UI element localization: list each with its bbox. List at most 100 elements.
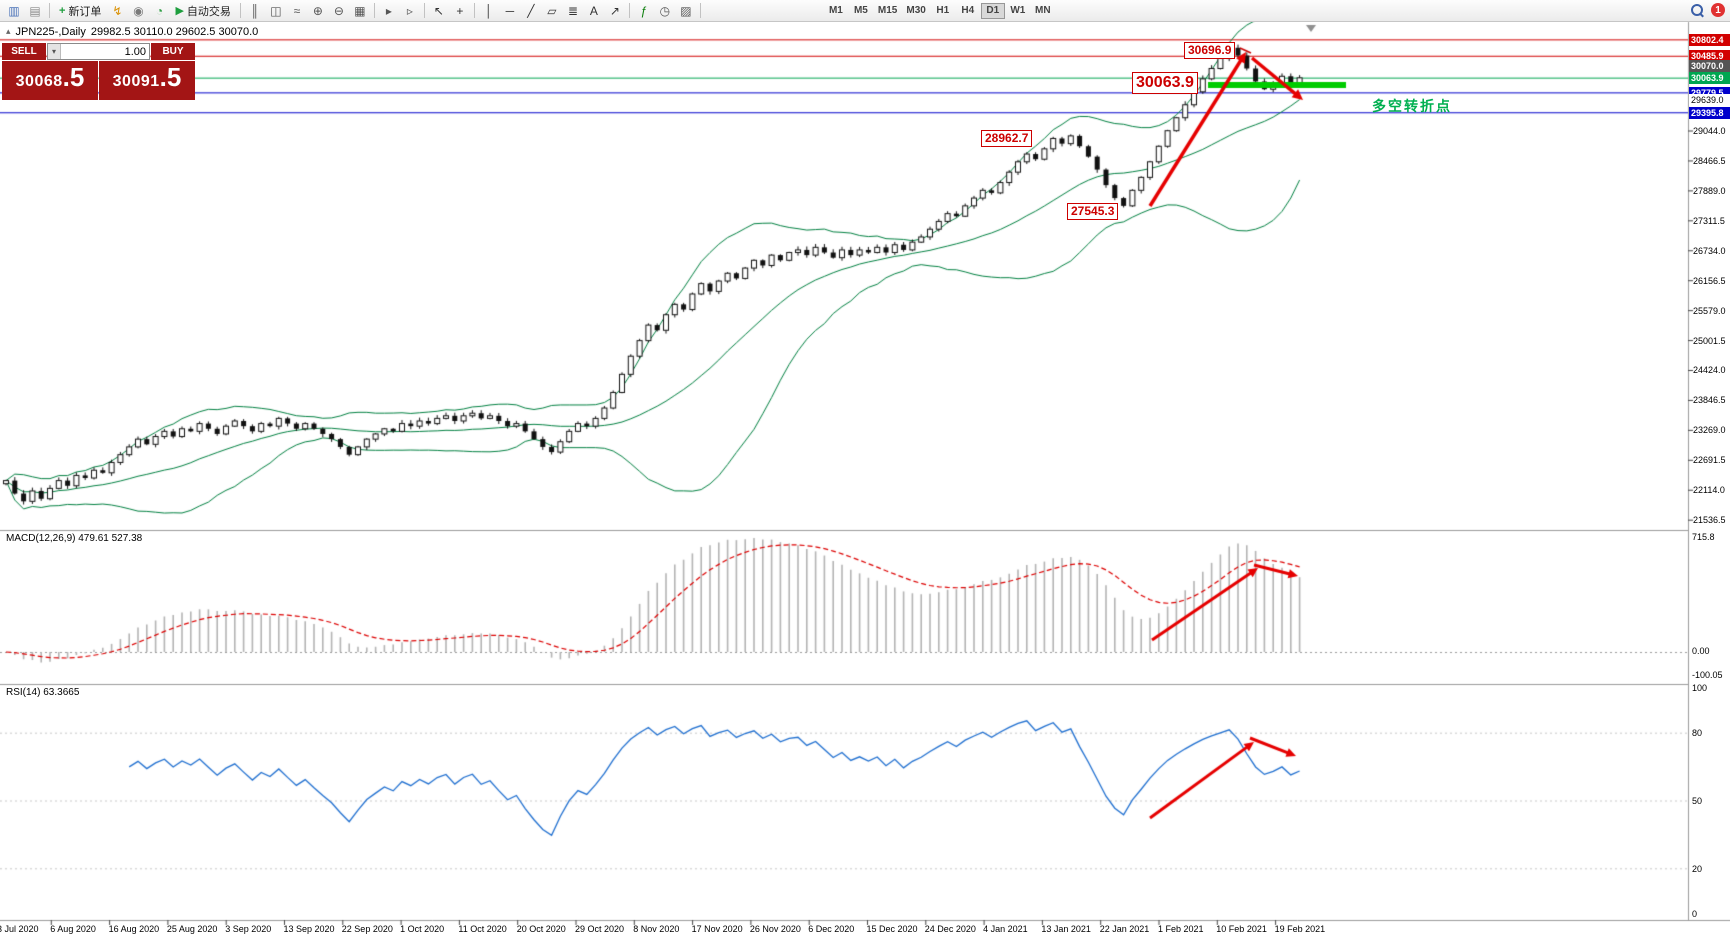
- date-label: 26 Nov 2020: [749, 924, 801, 934]
- expert-advisors-icon[interactable]: ↯: [112, 3, 123, 18]
- timeframe-m1-button[interactable]: M1: [828, 5, 843, 16]
- timeframe-toolbar: M1 M5 M15 M30 H1 H4 D1 W1 MN: [824, 2, 1055, 19]
- search-icon[interactable]: [1691, 3, 1704, 17]
- arrows-icon[interactable]: ↗: [609, 3, 620, 18]
- trade-panel-top-row: SELL ▾ BUY: [2, 43, 195, 60]
- date-label: 29 Oct 2020: [575, 924, 625, 934]
- annotation-pivot-price: 30063.9: [1132, 72, 1198, 94]
- one-click-trading-panel: SELL ▾ BUY 30068.5 30091.5: [2, 43, 195, 100]
- macd-scale-max: 715.8: [1692, 532, 1715, 542]
- price-tick-label: 25579.0: [1693, 305, 1726, 316]
- auto-trading-icon: ▶: [175, 5, 184, 17]
- macd-scale-zero: 0.00: [1692, 646, 1710, 656]
- sell-price-value: 30068: [15, 73, 63, 90]
- buy-button[interactable]: BUY: [151, 43, 195, 60]
- price-level-label-29639.0: 29639.0: [1689, 94, 1730, 107]
- text-icon[interactable]: A: [589, 3, 598, 18]
- date-label: 25 Aug 2020: [166, 924, 218, 934]
- sell-price-button[interactable]: 30068.5: [2, 61, 98, 100]
- price-tick-label: 28466.5: [1693, 155, 1726, 166]
- macd-scale-min: -100.05: [1692, 670, 1723, 680]
- price-tick-label: 27889.0: [1693, 185, 1726, 196]
- horizontal-line-icon[interactable]: ─: [505, 3, 515, 18]
- date-label: 3 Sep 2020: [225, 924, 272, 934]
- new-order-button[interactable]: + 新订单: [54, 2, 106, 20]
- periods-icon[interactable]: ◷: [659, 3, 671, 18]
- templates-icon[interactable]: ▨: [680, 3, 692, 18]
- annotation-swing-low: 27545.3: [1067, 203, 1119, 220]
- date-label: 13 Jan 2021: [1041, 924, 1091, 934]
- scripts-icon[interactable]: ◉: [133, 3, 144, 18]
- timeframe-d1-button[interactable]: D1: [980, 2, 1005, 19]
- chart-symbol-period: JPN225-,Daily: [15, 26, 86, 38]
- annotation-inter-high: 28962.7: [981, 130, 1033, 147]
- price-tick-label: 23269.0: [1693, 425, 1726, 436]
- chart-window-icon[interactable]: ▥: [8, 3, 20, 18]
- zoom-out-icon[interactable]: ⊖: [333, 3, 344, 18]
- crosshair-icon[interactable]: +: [456, 3, 464, 18]
- new-order-icon: +: [59, 4, 66, 17]
- chart-shift-icon[interactable]: ▹: [406, 3, 413, 18]
- date-label: 20 Oct 2020: [516, 924, 566, 934]
- volume-stepper: ▾: [47, 43, 150, 60]
- cursor-icon[interactable]: ↖: [433, 3, 444, 18]
- rsi-indicator-label: RSI(14) 63.3665: [6, 687, 80, 698]
- timeframe-m15-button[interactable]: M15: [877, 5, 898, 16]
- timeframe-h1-button[interactable]: H1: [936, 5, 950, 16]
- fibonacci-icon[interactable]: ≣: [567, 3, 578, 18]
- date-label: 8 Nov 2020: [633, 924, 680, 934]
- volume-input[interactable]: [61, 45, 149, 58]
- date-label: 4 Jan 2021: [983, 924, 1028, 934]
- buy-price-button[interactable]: 30091.5: [99, 61, 195, 100]
- toolbar-separator: [473, 3, 475, 18]
- trendline-icon[interactable]: ╱: [527, 3, 535, 18]
- profiles-icon[interactable]: ▤: [29, 3, 41, 18]
- rsi-tick-label: 50: [1692, 796, 1703, 806]
- tile-windows-icon[interactable]: ▦: [354, 3, 366, 18]
- timeframe-mn-button[interactable]: MN: [1035, 5, 1051, 16]
- toolbar-separator: [423, 3, 425, 18]
- bar-chart-icon[interactable]: ║: [250, 3, 260, 18]
- chart-title: ▴ JPN225-,Daily 29982.5 30110.0 29602.5 …: [6, 26, 258, 38]
- price-tick-label: 26156.5: [1693, 275, 1726, 286]
- zoom-in-icon[interactable]: ⊕: [312, 3, 323, 18]
- volume-dropdown-icon[interactable]: ▾: [48, 44, 61, 59]
- price-level-label-30802.4: 30802.4: [1689, 33, 1730, 46]
- price-level-label-29395.8: 29395.8: [1689, 106, 1730, 119]
- date-label: 6 Dec 2020: [808, 924, 855, 934]
- date-label: 1 Feb 2021: [1158, 924, 1204, 934]
- annotation-swing-high: 30696.9: [1184, 42, 1236, 59]
- timeframe-m30-button[interactable]: M30: [906, 5, 926, 16]
- price-tick-label: 27311.5: [1693, 215, 1725, 226]
- timeframe-h4-button[interactable]: H4: [961, 5, 975, 16]
- line-chart-icon[interactable]: ≈: [293, 3, 301, 18]
- toolbar-separator: [239, 3, 241, 18]
- date-label: 22 Sep 2020: [341, 924, 393, 934]
- date-label: 16 Aug 2020: [108, 924, 160, 934]
- chart-title-marker-icon: ▴: [6, 26, 11, 36]
- rsi-tick-label: 0: [1692, 909, 1698, 919]
- auto-trading-button[interactable]: ▶ 自动交易: [170, 2, 235, 20]
- timeframe-m5-button[interactable]: M5: [853, 5, 868, 16]
- date-label: 23 Jul 2020: [0, 924, 39, 934]
- candlestick-chart-icon[interactable]: ◫: [270, 3, 282, 18]
- date-label: 22 Jan 2021: [1099, 924, 1150, 934]
- price-level-label-30485.9: 30485.9: [1689, 50, 1730, 63]
- help-icon[interactable]: ◔: [155, 3, 164, 18]
- vertical-line-icon[interactable]: │: [485, 3, 493, 18]
- indicators-icon[interactable]: ƒ: [640, 3, 648, 18]
- channel-icon[interactable]: ▱: [547, 3, 557, 18]
- sell-button[interactable]: SELL: [2, 43, 46, 60]
- price-tick-label: 22114.0: [1693, 485, 1725, 496]
- date-label: 13 Sep 2020: [283, 924, 335, 934]
- date-label: 15 Dec 2020: [866, 924, 918, 934]
- chart-ohlc-values: 29982.5 30110.0 29602.5 30070.0: [90, 26, 259, 38]
- sell-price-pips: .5: [62, 62, 85, 92]
- notification-badge[interactable]: 1: [1711, 3, 1725, 17]
- auto-scroll-icon[interactable]: ▸: [385, 3, 392, 18]
- toolbar-right-group: 1: [1691, 3, 1725, 17]
- timeframe-w1-button[interactable]: W1: [1010, 5, 1026, 16]
- toolbar-separator: [699, 3, 701, 18]
